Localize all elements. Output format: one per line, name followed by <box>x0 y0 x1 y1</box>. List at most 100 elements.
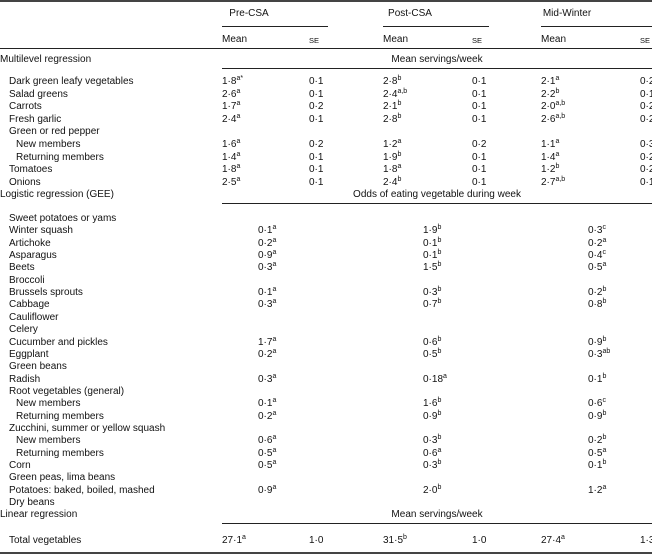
significance-superscript: a <box>272 434 277 442</box>
significance-superscript: a <box>397 163 402 171</box>
significance-superscript: a <box>236 175 241 183</box>
value-text: 1·8 <box>383 164 398 176</box>
section-title: Multilevel regression <box>0 54 92 65</box>
significance-superscript: a <box>272 347 277 355</box>
value-text: 0·2 <box>588 435 603 447</box>
cell-value: 1·2a <box>588 484 606 497</box>
cell-value: 2·1b <box>383 100 401 113</box>
cell-value: 31·5b <box>383 534 407 547</box>
cell-value: 1·9b <box>383 151 401 164</box>
cell-value: 0·1a <box>258 286 277 299</box>
mean-column-header: Mean <box>383 34 409 45</box>
value-text: 0·2 <box>258 237 273 249</box>
se-value: 0·1 <box>472 113 487 125</box>
value-text: 0·6 <box>588 398 603 410</box>
cell-value: 0·8b <box>588 298 606 311</box>
significance-superscript: b <box>602 372 607 380</box>
value-text: 0·6 <box>423 447 438 459</box>
se-value: 1·0 <box>472 535 487 546</box>
section-title: Logistic regression (GEE) <box>0 189 114 200</box>
cell-value: 0·6c <box>588 397 606 410</box>
value-text: 0·5 <box>423 348 438 360</box>
cell-value: 0·3ab <box>588 348 610 361</box>
significance-superscript: b <box>397 175 402 183</box>
value-text: 2·8 <box>383 113 398 125</box>
value-text: 0·6 <box>423 336 438 348</box>
cell-value: 2·6a <box>222 88 240 101</box>
cell-value: 0·7b <box>423 298 442 311</box>
cell-value: 1·2a <box>383 138 402 151</box>
row-label: New members <box>16 435 81 447</box>
row-label: Onions <box>9 176 41 188</box>
section-span-label: Mean servings/week <box>391 54 483 65</box>
significance-superscript: a <box>602 236 607 244</box>
value-text: 2·7 <box>541 176 556 188</box>
significance-superscript: a <box>272 372 277 380</box>
cell-value: 0·2b <box>588 286 606 299</box>
se-column-header: SE <box>309 36 320 45</box>
significance-superscript: b <box>437 409 442 417</box>
value-text: 0·3 <box>423 287 438 299</box>
significance-superscript: b <box>437 286 442 294</box>
cell-value: 2·6a,b <box>541 112 566 126</box>
value-text: 0·9 <box>258 250 273 262</box>
value-text: 2·4 <box>383 88 398 100</box>
significance-superscript: a <box>397 138 402 145</box>
row-label: Artichoke <box>9 237 51 249</box>
value-text: 1·7 <box>222 101 237 113</box>
value-text: 1·2 <box>383 139 398 150</box>
row-label: Radish <box>9 373 41 385</box>
cell-value: 2·0b <box>423 484 441 497</box>
se-value: 0·1 <box>472 88 487 100</box>
significance-superscript: b <box>437 298 442 306</box>
value-text: 1·6 <box>222 139 237 150</box>
cell-value: 0·1a <box>258 224 276 237</box>
significance-superscript: a,b <box>555 112 566 120</box>
significance-superscript: b <box>602 434 607 442</box>
value-text: 27·1 <box>222 535 243 546</box>
value-text: 1·9 <box>383 151 398 163</box>
value-text: 0·2 <box>258 348 273 360</box>
se-value: 0·1 <box>309 151 324 163</box>
section-title: Linear regression <box>0 509 78 520</box>
cell-value: 0·1b <box>588 459 606 472</box>
value-text: 1·5 <box>423 262 438 274</box>
section-span-label: Mean servings/week <box>391 509 483 520</box>
row-label: New members <box>16 398 81 410</box>
value-text: 2·0 <box>423 484 438 496</box>
value-text: 1·4 <box>541 151 556 163</box>
cell-value: 0·2a <box>258 347 277 361</box>
cell-value: 0·6a <box>258 434 277 447</box>
significance-superscript: a <box>443 372 447 380</box>
value-text: 0·9 <box>588 336 603 348</box>
significance-superscript: c <box>602 249 606 257</box>
significance-superscript: a,b <box>555 175 566 183</box>
bottom-rule <box>0 552 652 554</box>
top-rule <box>0 0 652 2</box>
row-label: Green beans <box>9 361 67 373</box>
cell-value: 1·6b <box>423 397 441 410</box>
cell-value: 2·4a <box>222 113 240 126</box>
value-text: 1·9 <box>423 225 438 237</box>
significance-superscript: b <box>397 112 402 120</box>
row-label: Broccoli <box>9 274 45 286</box>
se-value: 0·1 <box>472 101 487 113</box>
mean-column-header: Mean <box>222 34 248 45</box>
value-text: 2·1 <box>383 101 398 113</box>
value-text: 0·3 <box>258 373 273 385</box>
mean-column-header: Mean <box>541 34 567 45</box>
cell-value: 0·3a <box>258 261 276 274</box>
se-value: 0·1 <box>309 88 324 100</box>
se-value: 0·2 <box>640 164 652 176</box>
se-value: 0·2 <box>640 151 652 163</box>
significance-superscript: a <box>272 286 277 294</box>
significance-superscript: b <box>437 434 442 442</box>
value-text: 0·8 <box>588 299 603 311</box>
cell-value: 27·1a <box>222 534 246 547</box>
cell-value: 0·1a <box>258 397 276 410</box>
significance-superscript: b <box>555 163 560 171</box>
value-text: 0·7 <box>423 299 438 311</box>
se-column-header: SE <box>640 36 651 45</box>
row-label: Celery <box>9 324 38 336</box>
significance-superscript: b <box>397 75 402 82</box>
